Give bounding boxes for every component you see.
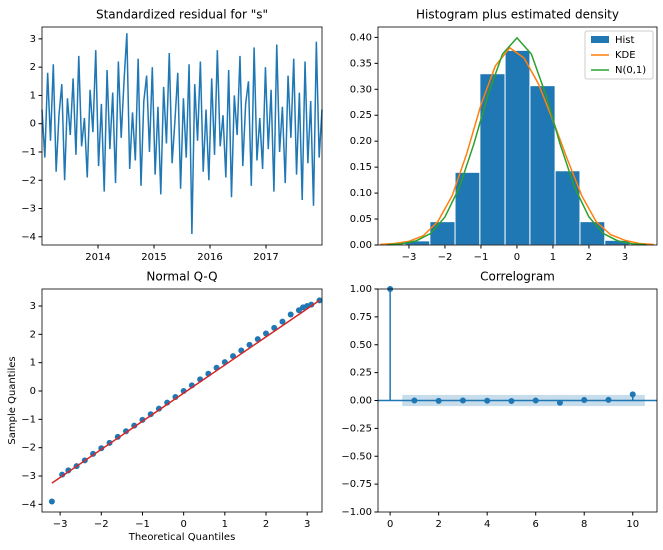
y-tick-label: 2 bbox=[30, 329, 36, 340]
y-tick-label: −3 bbox=[21, 204, 36, 215]
y-tick-label: −2 bbox=[21, 443, 36, 454]
x-tick-label: 0 bbox=[180, 519, 186, 530]
y-tick-label: 1.00 bbox=[350, 284, 372, 295]
y-tick-label: −1 bbox=[21, 147, 36, 158]
hist-bar bbox=[554, 170, 581, 246]
y-tick-label: 0.40 bbox=[350, 32, 372, 43]
y-tick-label: −1.00 bbox=[341, 507, 372, 518]
y-tick-label: 3 bbox=[30, 301, 36, 312]
y-tick-label: −0.25 bbox=[341, 423, 372, 434]
y-tick-label: 0 bbox=[30, 386, 36, 397]
y-tick-label: 0.75 bbox=[350, 312, 372, 323]
y-tick-label: 2 bbox=[30, 62, 36, 73]
stem-marker bbox=[629, 391, 636, 398]
y-tick-label: 0.50 bbox=[350, 340, 372, 351]
x-tick-label: 2 bbox=[263, 519, 269, 530]
x-tick-label: −1 bbox=[474, 252, 489, 263]
x-tick-label: 4 bbox=[484, 519, 490, 530]
y-tick-label: 0.05 bbox=[350, 214, 372, 225]
y-tick-label: −4 bbox=[21, 232, 36, 243]
residual-line bbox=[41, 33, 323, 234]
y-tick-label: 0.15 bbox=[350, 162, 372, 173]
x-tick-label: −2 bbox=[438, 252, 453, 263]
x-tick-label: −3 bbox=[53, 519, 68, 530]
x-axis-label: Theoretical Quantiles bbox=[128, 532, 236, 543]
qq-point bbox=[155, 405, 162, 412]
y-tick-label: 0.25 bbox=[350, 368, 372, 379]
stem-marker bbox=[581, 396, 588, 403]
qq-point bbox=[271, 324, 278, 331]
legend-label: KDE bbox=[615, 50, 636, 61]
axes-frame bbox=[377, 288, 658, 513]
stem-marker bbox=[556, 399, 563, 406]
x-tick-label: 10 bbox=[626, 519, 639, 530]
x-tick-label: 2014 bbox=[85, 252, 110, 263]
qq-point bbox=[279, 318, 286, 325]
stem-marker bbox=[508, 397, 515, 404]
chart-title: Histogram plus estimated density bbox=[416, 8, 619, 22]
x-tick-label: 1 bbox=[222, 519, 228, 530]
stem-marker bbox=[459, 397, 466, 404]
stem-marker bbox=[435, 397, 442, 404]
y-tick-label: 0 bbox=[30, 119, 36, 130]
y-tick-label: 1 bbox=[30, 90, 36, 101]
y-tick-label: 0.35 bbox=[350, 58, 372, 69]
qq-point bbox=[48, 498, 55, 505]
x-tick-label: 2017 bbox=[253, 252, 278, 263]
y-tick-label: 0.30 bbox=[350, 84, 372, 95]
x-tick-label: 3 bbox=[304, 519, 310, 530]
x-tick-label: 0 bbox=[514, 252, 520, 263]
chart-title: Normal Q-Q bbox=[146, 270, 217, 284]
chart-title: Standardized residual for "s" bbox=[96, 8, 268, 22]
x-tick-label: 6 bbox=[533, 519, 539, 530]
qq-point bbox=[287, 311, 294, 318]
axes-frame bbox=[41, 288, 323, 513]
y-axis-label: Sample Quantiles bbox=[7, 356, 18, 444]
x-tick-label: 2 bbox=[435, 519, 441, 530]
qq-point bbox=[65, 467, 72, 474]
density-line bbox=[380, 46, 654, 246]
qq-point bbox=[59, 471, 66, 478]
x-tick-label: −2 bbox=[94, 519, 109, 530]
reference-line bbox=[51, 299, 320, 484]
chart-title: Correlogram bbox=[480, 270, 555, 284]
x-tick-label: 2015 bbox=[141, 252, 166, 263]
y-tick-label: −0.75 bbox=[341, 479, 372, 490]
legend-label: N(0,1) bbox=[615, 65, 646, 76]
stem-marker bbox=[532, 397, 539, 404]
y-tick-label: 0.00 bbox=[350, 396, 372, 407]
y-tick-label: 1 bbox=[30, 358, 36, 369]
stem-marker bbox=[605, 396, 612, 403]
hist-bar bbox=[504, 49, 531, 246]
legend-swatch bbox=[591, 36, 609, 43]
y-tick-label: 0.10 bbox=[350, 188, 372, 199]
y-tick-label: −3 bbox=[21, 471, 36, 482]
x-tick-label: 1 bbox=[550, 252, 556, 263]
hist-bar bbox=[454, 171, 481, 246]
stem-marker bbox=[484, 397, 491, 404]
legend-label: Hist bbox=[615, 35, 635, 46]
y-tick-label: 3 bbox=[30, 34, 36, 45]
hist-bar bbox=[529, 85, 556, 246]
axes-frame bbox=[377, 26, 658, 246]
x-tick-label: −1 bbox=[135, 519, 150, 530]
x-tick-label: 2016 bbox=[197, 252, 222, 263]
y-tick-label: −0.50 bbox=[341, 451, 372, 462]
y-tick-label: −1 bbox=[21, 414, 36, 425]
density-line bbox=[387, 36, 647, 246]
y-tick-label: 0.00 bbox=[350, 240, 372, 251]
x-tick-label: 8 bbox=[581, 519, 587, 530]
y-tick-label: 0.20 bbox=[350, 136, 372, 147]
x-tick-label: 2 bbox=[586, 252, 592, 263]
x-tick-label: −3 bbox=[402, 252, 417, 263]
axes-frame bbox=[41, 26, 323, 246]
x-tick-label: 3 bbox=[622, 252, 628, 263]
y-tick-label: 0.25 bbox=[350, 110, 372, 121]
x-tick-label: 0 bbox=[387, 519, 393, 530]
y-tick-label: −2 bbox=[21, 175, 36, 186]
y-tick-label: −4 bbox=[21, 499, 36, 510]
stem-marker bbox=[411, 397, 418, 404]
